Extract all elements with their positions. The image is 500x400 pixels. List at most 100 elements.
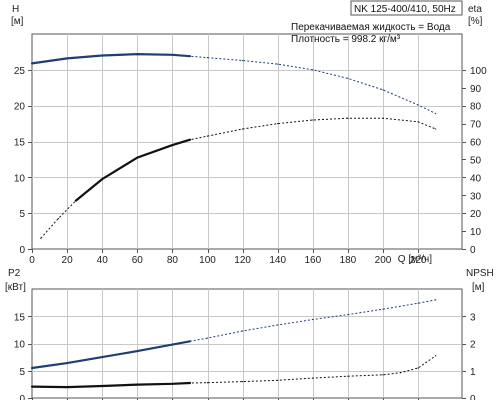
x-tick-label: 180 <box>340 255 357 266</box>
bottom-series-0-point <box>189 340 191 342</box>
npsh-axis-unit: [м] <box>472 282 485 293</box>
top-right-tick-label: 100 <box>470 66 487 77</box>
bottom-series-0-solid <box>30 340 192 370</box>
bottom-left-tick-label: 10 <box>14 340 26 351</box>
top-series-1-point <box>171 144 174 146</box>
top-series-0-point <box>277 63 279 65</box>
x-tick-label: 160 <box>304 255 321 266</box>
power-npsh-panel: 0 5 10 15 0 1 2 3 P2 [кВт] NPSH [м] <box>5 268 494 400</box>
top-series-1-point <box>75 200 77 202</box>
top-right-tick-label: 80 <box>470 102 482 113</box>
x-tick-label: 200 <box>375 255 392 266</box>
top-right-tick-label: 10 <box>470 227 482 238</box>
top-right-tick-label: 0 <box>470 245 476 256</box>
top-series-1-point <box>40 237 42 239</box>
top-series-1-point <box>382 117 384 119</box>
top-series-1-point <box>57 217 59 220</box>
top-tick-labels: 0 20 40 60 80 100 120 140 160 180 200 2200510152025… <box>14 66 487 266</box>
bottom-series-1-point <box>101 385 103 387</box>
top-series-0-point <box>347 77 349 80</box>
top-series-0-point <box>242 59 244 62</box>
top-series-1-point <box>101 178 103 180</box>
bottom-series-1-point <box>242 381 244 383</box>
head-axis-unit: [м] <box>11 16 24 27</box>
fluid-info-text: Перекачиваемая жидкость = Вода <box>291 22 451 33</box>
bottom-tick-labels: 0 5 10 15 0 1 2 3 <box>14 312 476 400</box>
x-tick-label: 120 <box>234 255 251 266</box>
bottom-grid <box>28 289 466 400</box>
top-series-1-point <box>206 135 209 137</box>
top-series-0-point <box>189 55 191 57</box>
x-tick-label: 60 <box>132 255 144 266</box>
top-left-tick-label: 5 <box>19 209 25 220</box>
head-axis-label: H <box>12 4 19 15</box>
bottom-series-0-point <box>347 314 349 316</box>
power-axis-label: P2 <box>8 268 21 279</box>
top-series-1-point <box>435 128 437 130</box>
bottom-series-0-point <box>382 308 384 310</box>
top-plot-frame <box>31 33 463 250</box>
top-series-1-point <box>347 117 349 119</box>
top-left-tick-label: 15 <box>14 138 26 149</box>
top-series-0-point <box>136 53 138 55</box>
bottom-left-tick-label: 15 <box>14 312 26 323</box>
x-tick-label: 100 <box>199 255 216 266</box>
density-info-text: Плотность = 998.2 кг/м³ <box>291 34 401 45</box>
bottom-series-0-point <box>277 324 279 326</box>
bottom-series-1-point <box>312 377 314 379</box>
top-right-tick-label: 20 <box>470 209 482 220</box>
top-right-tick-label: 70 <box>470 120 482 131</box>
bottom-series-1-point <box>31 385 33 388</box>
top-series-0-point <box>312 69 314 71</box>
bottom-series-group <box>30 299 437 389</box>
eta-axis-label: eta <box>468 4 482 15</box>
x-tick-label: 20 <box>62 255 74 266</box>
top-grid <box>28 34 466 253</box>
bottom-series-0-point <box>242 330 244 332</box>
top-series-1-point <box>189 139 191 141</box>
chart-title: NK 125-400/410, 50Hz <box>354 4 456 15</box>
top-series-0-point <box>66 57 68 59</box>
top-right-tick-label: 50 <box>470 155 482 166</box>
x-tick-label: 40 <box>97 255 109 266</box>
top-series-group <box>30 52 437 239</box>
bottom-series-1-point <box>382 374 384 376</box>
power-axis-unit: [кВт] <box>5 282 26 293</box>
bottom-series-1-point <box>435 355 437 357</box>
bottom-series-0-point <box>136 350 138 352</box>
eta-axis-unit: [%] <box>468 16 483 27</box>
top-series-0-point <box>435 112 437 115</box>
top-left-tick-label: 0 <box>19 245 25 256</box>
bottom-right-tick-label: 0 <box>470 394 476 400</box>
bottom-series-0-point <box>31 367 33 369</box>
top-series-0-point <box>206 57 209 59</box>
title-box <box>350 0 463 16</box>
top-series-0-point <box>31 62 33 64</box>
bottom-series-0-point <box>435 299 437 301</box>
top-series-0-point <box>417 104 419 106</box>
top-left-tick-label: 25 <box>14 66 26 77</box>
bottom-series-1-point <box>136 384 138 386</box>
bottom-series-1-point <box>171 383 174 385</box>
top-series-1-point <box>312 119 314 121</box>
bottom-series-0-point <box>171 343 174 346</box>
x-tick-label: 140 <box>269 255 286 266</box>
bottom-series-1-point <box>417 367 419 369</box>
bottom-plot-frame <box>31 288 463 399</box>
top-right-tick-label: 30 <box>470 191 482 202</box>
bottom-series-1-point <box>277 379 279 381</box>
npsh-axis-label: NPSH <box>466 268 494 279</box>
top-right-tick-label: 60 <box>470 138 482 149</box>
top-series-1-point <box>417 121 419 123</box>
top-series-0-point <box>171 54 174 56</box>
top-series-1-point <box>242 128 244 130</box>
top-right-tick-label: 90 <box>470 84 482 95</box>
flow-axis-label: Q [м³/ч] <box>398 254 433 265</box>
top-series-0-point <box>382 89 384 91</box>
bottom-series-1-solid <box>30 381 192 389</box>
bottom-series-1-point <box>66 386 68 388</box>
bottom-series-0-point <box>417 302 419 304</box>
top-series-0-point <box>101 54 103 57</box>
top-series-1-point <box>277 122 279 125</box>
